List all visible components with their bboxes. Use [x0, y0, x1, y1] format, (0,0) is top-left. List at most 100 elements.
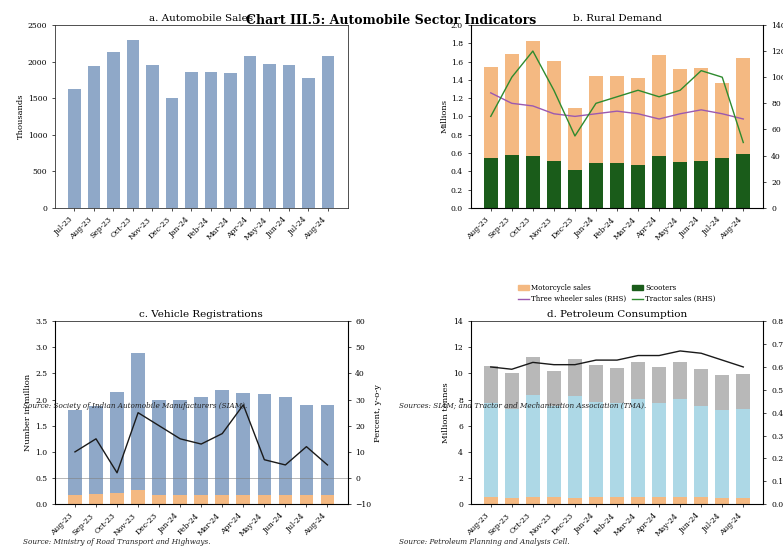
Y-axis label: Thousands: Thousands [17, 94, 25, 139]
Bar [652, 403, 666, 497]
Bar [547, 60, 561, 161]
Three wheeler sales (RHS) [697, 106, 706, 113]
Bar [244, 55, 256, 208]
Total registrations growth (RHS) [175, 435, 185, 442]
Bar [68, 89, 81, 208]
Total registrations growth (RHS) [323, 461, 332, 468]
Bar [568, 497, 582, 504]
Bar [68, 410, 81, 495]
Bar [631, 165, 645, 208]
Bar [652, 156, 666, 208]
Average daily petroleum consumption (RHS) [738, 363, 748, 370]
Total registrations growth (RHS) [239, 402, 248, 408]
Bar [716, 497, 729, 504]
Tractor sales (RHS) [570, 132, 579, 139]
Bar [505, 54, 518, 155]
Y-axis label: Percent, y-o-y: Percent, y-o-y [374, 384, 382, 442]
Bar [236, 495, 250, 504]
Tractor sales (RHS) [529, 48, 538, 54]
Average daily petroleum consumption (RHS) [529, 359, 538, 366]
Bar [737, 498, 750, 504]
Text: Sources: SIAM; and Tractor and Mechanization Association (TMA).: Sources: SIAM; and Tractor and Mechaniza… [399, 402, 647, 409]
Total registrations growth (RHS) [112, 469, 121, 476]
Average daily petroleum consumption (RHS) [507, 366, 517, 373]
Bar [185, 73, 198, 208]
Bar [547, 161, 561, 208]
Bar [173, 495, 187, 504]
Bar [505, 497, 518, 504]
Title: b. Rural Demand: b. Rural Demand [572, 14, 662, 23]
Bar [88, 66, 100, 208]
Three wheeler sales (RHS) [612, 108, 622, 115]
Bar [110, 493, 124, 504]
Total registrations growth (RHS) [301, 443, 311, 450]
Bar [110, 392, 124, 493]
Bar [132, 352, 145, 490]
Bar [568, 108, 582, 170]
Bar [526, 357, 539, 395]
Average daily petroleum consumption (RHS) [717, 357, 727, 363]
Bar [695, 68, 708, 161]
Bar [258, 495, 271, 504]
Y-axis label: Million tonnes: Million tonnes [442, 382, 450, 443]
Bar [652, 55, 666, 156]
Text: Source: Society of Indian Automobile Manufacturers (SIAM).: Source: Society of Indian Automobile Man… [23, 402, 247, 409]
Bar [673, 497, 687, 504]
Bar [610, 163, 624, 208]
Total registrations growth (RHS) [280, 461, 290, 468]
Bar [152, 399, 166, 495]
Total registrations growth (RHS) [260, 456, 269, 463]
Bar [279, 397, 292, 495]
Tractor sales (RHS) [697, 68, 706, 74]
Bar [484, 366, 498, 403]
Text: Chart III.5: Automobile Sector Indicators: Chart III.5: Automobile Sector Indicator… [247, 14, 536, 27]
Bar [568, 359, 582, 396]
Three wheeler sales (RHS) [591, 110, 601, 117]
Bar [652, 367, 666, 403]
Average daily petroleum consumption (RHS) [676, 347, 685, 354]
Bar [526, 395, 539, 497]
Three wheeler sales (RHS) [676, 110, 685, 117]
Tractor sales (RHS) [612, 94, 622, 100]
Bar [673, 399, 687, 497]
Bar [89, 494, 103, 504]
Tractor sales (RHS) [549, 87, 558, 94]
Bar [127, 39, 139, 208]
Bar [716, 410, 729, 497]
Legend: Motorcycle sales, Three wheeler sales (RHS), Scooters, Tractor sales (RHS): Motorcycle sales, Three wheeler sales (R… [515, 281, 719, 306]
Line: Tractor sales (RHS): Tractor sales (RHS) [491, 51, 743, 142]
Bar [236, 393, 250, 495]
Bar [279, 495, 292, 504]
Bar [484, 158, 498, 208]
Bar [568, 170, 582, 208]
Bar [505, 409, 518, 497]
Bar [484, 67, 498, 158]
Bar [610, 403, 624, 497]
Bar [589, 402, 603, 497]
Bar [320, 495, 334, 504]
Average daily petroleum consumption (RHS) [486, 363, 496, 370]
Bar [300, 495, 313, 504]
Tractor sales (RHS) [717, 74, 727, 80]
Text: Source: Petroleum Planning and Analysis Cell.: Source: Petroleum Planning and Analysis … [399, 538, 570, 546]
Tractor sales (RHS) [655, 94, 664, 100]
Bar [589, 76, 603, 163]
Tractor sales (RHS) [633, 87, 643, 94]
Bar [631, 362, 645, 399]
Bar [484, 497, 498, 504]
Bar [283, 65, 295, 208]
Bar [673, 362, 687, 399]
Title: a. Automobile Sales: a. Automobile Sales [149, 14, 253, 23]
Bar [166, 98, 179, 208]
Bar [652, 497, 666, 504]
Average daily petroleum consumption (RHS) [655, 352, 664, 359]
Bar [526, 497, 539, 504]
Bar [224, 73, 236, 208]
Total registrations growth (RHS) [218, 430, 227, 437]
Total registrations growth (RHS) [70, 449, 80, 455]
Title: c. Vehicle Registrations: c. Vehicle Registrations [139, 310, 263, 319]
Total registrations growth (RHS) [92, 435, 101, 442]
Title: d. Petroleum Consumption: d. Petroleum Consumption [547, 310, 687, 319]
Bar [589, 163, 603, 208]
Bar [194, 397, 208, 495]
